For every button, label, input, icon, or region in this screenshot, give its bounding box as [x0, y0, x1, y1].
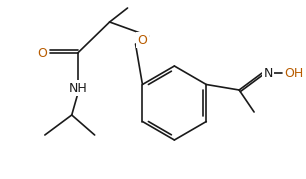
- Text: OH: OH: [284, 67, 304, 79]
- Text: NH: NH: [68, 81, 87, 95]
- Text: O: O: [37, 47, 47, 59]
- Text: N: N: [263, 67, 273, 79]
- Text: O: O: [138, 33, 147, 47]
